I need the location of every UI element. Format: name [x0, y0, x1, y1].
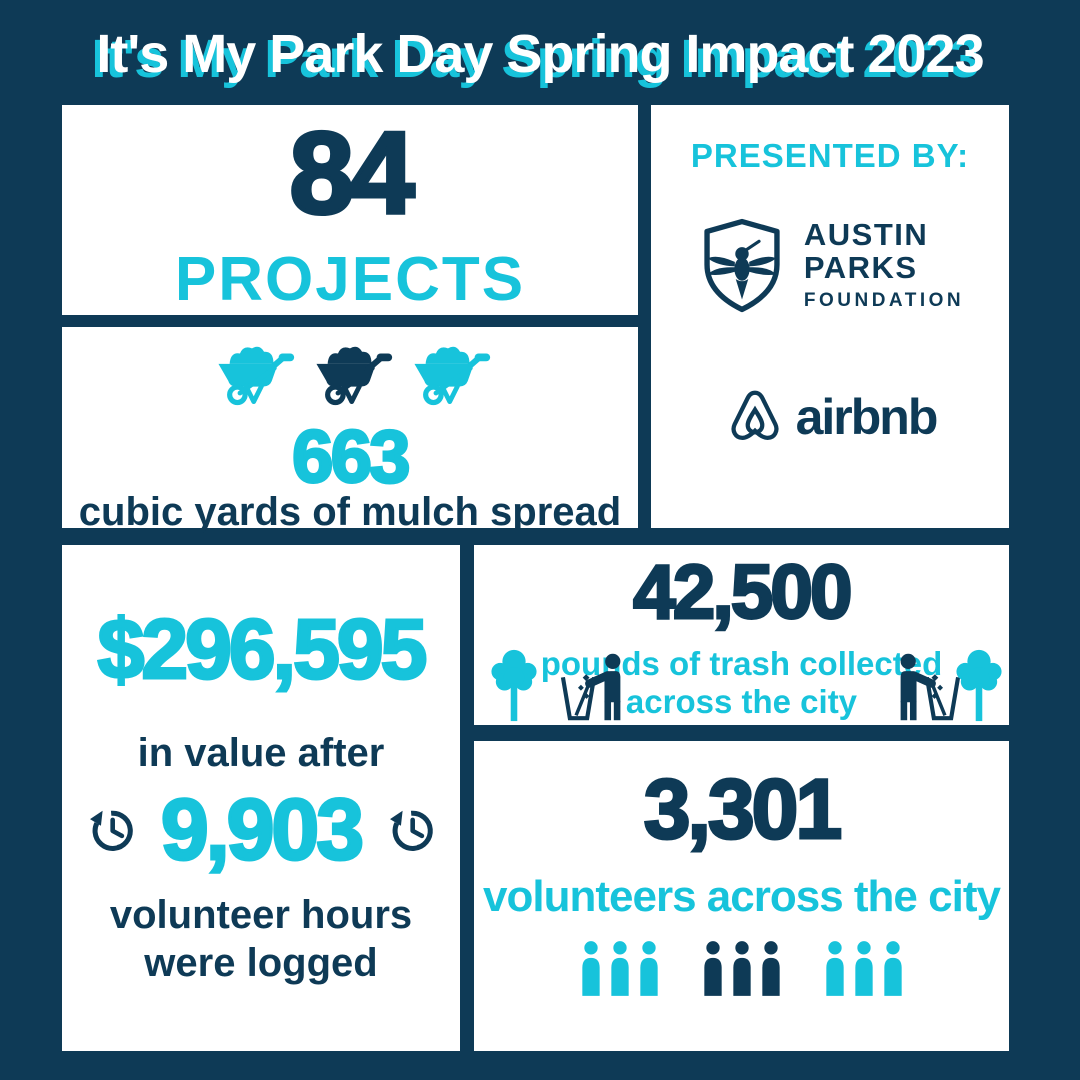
shield-hummingbird-icon	[704, 218, 780, 313]
person-icon	[703, 941, 722, 996]
person-icon	[761, 941, 780, 996]
wheelbarrow-icon-row	[209, 340, 491, 410]
wheelbarrow-icon	[209, 340, 295, 410]
history-clock-icon	[385, 804, 437, 856]
history-clock-icon	[85, 804, 137, 856]
wheelbarrow-icon	[307, 340, 393, 410]
austin-parks-line3: FOUNDATION	[803, 290, 965, 311]
mulch-count: 663	[291, 415, 412, 498]
person-icon	[854, 941, 873, 996]
hours-count: 9,903	[159, 782, 365, 878]
presented-by-heading: PRESENTED BY:	[690, 137, 970, 174]
value-caption: in value after	[137, 731, 385, 775]
person-icon	[732, 941, 751, 996]
panel-projects: 84 PROJECTS	[62, 105, 638, 315]
people-pictogram-row	[581, 941, 903, 996]
panel-mulch: 663 cubic yards of mulch spread	[62, 327, 638, 532]
wheelbarrow-icon	[405, 340, 491, 410]
people-group	[703, 941, 781, 996]
airbnb-belo-icon	[731, 390, 779, 440]
person-icon	[610, 941, 629, 996]
panel-trash: 42,500 pounds of trash collected across …	[474, 545, 1009, 725]
trash-count: 42,500	[632, 550, 854, 635]
trash-caption-line2: across the city	[625, 682, 858, 720]
person-icon	[825, 941, 844, 996]
person-trash-bin-icon	[556, 652, 646, 722]
person-icon	[639, 941, 658, 996]
airbnb-logo: airbnb	[724, 387, 939, 447]
hours-caption-line1: volunteer hours	[109, 893, 413, 937]
mulch-caption: cubic yards of mulch spread	[78, 490, 622, 534]
volunteers-caption: volunteers across the city	[483, 872, 1001, 921]
hours-caption-line2: were logged	[144, 941, 378, 985]
person-trash-bin-icon	[875, 652, 965, 722]
people-group	[825, 941, 903, 996]
panel-volunteers: 3,301 volunteers across the city	[474, 741, 1009, 1051]
people-group	[581, 941, 659, 996]
tree-icon	[491, 649, 537, 722]
tree-icon	[956, 649, 1002, 722]
austin-parks-foundation-logo: AUSTIN PARKS FOUNDATION	[696, 218, 964, 313]
projects-count: 84	[288, 108, 417, 238]
volunteers-count: 3,301	[642, 762, 843, 856]
value-amount: $296,595	[96, 602, 429, 696]
panel-value-hours: $296,595 in value after 9,903 volunteer …	[62, 545, 460, 1051]
person-icon	[581, 941, 600, 996]
person-icon	[883, 941, 902, 996]
projects-label: PROJECTS	[174, 245, 526, 314]
austin-parks-line1: AUSTIN	[803, 217, 929, 252]
austin-parks-line2: PARKS	[803, 250, 918, 285]
airbnb-wordmark: airbnb	[795, 389, 939, 445]
page-title: It's My Park Day Spring Impact 2023	[96, 24, 984, 84]
panel-presented-by: PRESENTED BY: AUSTIN PARKS FOUNDATION	[651, 105, 1009, 528]
